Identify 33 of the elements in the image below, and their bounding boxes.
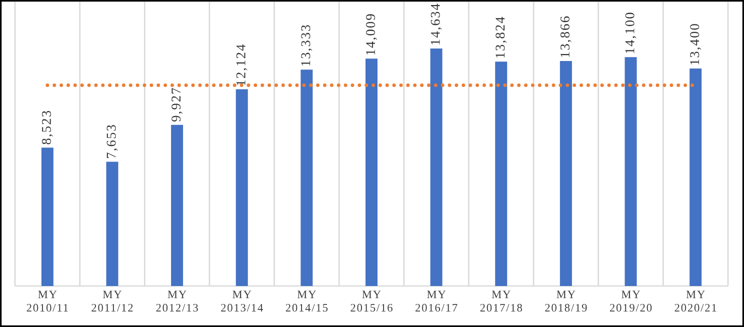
data-label: 14,009 <box>366 14 377 55</box>
data-label: 13,400 <box>690 24 702 64</box>
bar <box>560 60 572 286</box>
x-tick-label: MY 2010/11 <box>26 290 68 312</box>
bar <box>171 124 184 286</box>
bar <box>300 70 313 286</box>
data-label: 13,333 <box>301 25 312 66</box>
bar <box>236 89 248 286</box>
x-tick-label: MY 2015/16 <box>350 290 392 312</box>
x-tick-label: MY 2011/12 <box>92 290 133 312</box>
bar <box>41 148 54 286</box>
bar <box>106 162 118 286</box>
bar <box>690 68 702 286</box>
data-label: 14,100 <box>625 12 636 54</box>
data-label: 12,124 <box>236 44 248 86</box>
data-label: 7,653 <box>106 125 118 158</box>
data-label: 13,866 <box>560 16 572 57</box>
x-tick-label: MY 2020/21 <box>674 290 716 312</box>
data-label: 9,927 <box>172 88 182 122</box>
x-tick-label: MY 2017/18 <box>480 290 522 312</box>
bar <box>366 58 378 286</box>
bar <box>495 62 508 286</box>
x-tick-label: MY 2013/14 <box>221 290 263 312</box>
x-tick-label: MY 2014/15 <box>286 290 328 312</box>
bar <box>624 57 637 286</box>
x-tick-label: MY 2018/19 <box>545 290 587 312</box>
data-label: 13,824 <box>496 16 507 58</box>
x-tick-label: MY 2012/13 <box>156 290 198 312</box>
data-label: 14,634 <box>430 4 442 44</box>
data-label: 8,523 <box>42 110 53 144</box>
bar <box>430 48 442 286</box>
x-tick-label: MY 2016/17 <box>416 290 458 312</box>
x-tick-label: MY 2019/20 <box>610 290 652 312</box>
